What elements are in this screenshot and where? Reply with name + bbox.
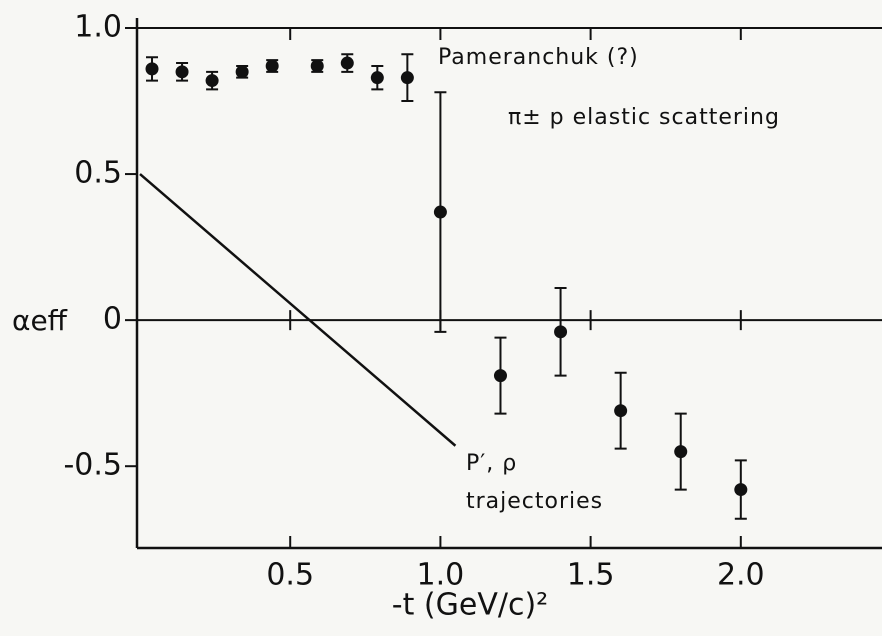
data-point — [310, 59, 324, 73]
x-tick-label: 1.5 — [567, 558, 615, 593]
y-axis-label: αeff — [12, 304, 68, 337]
data-point — [205, 74, 219, 88]
data-point — [433, 205, 447, 219]
annotation: π± p elastic scattering — [508, 105, 780, 130]
annotation: Pameranchuk (?) — [438, 45, 639, 70]
x-tick-label: 1.0 — [417, 558, 465, 593]
x-tick-label: 0.5 — [266, 558, 314, 593]
data-point — [554, 325, 568, 339]
data-point — [175, 65, 189, 79]
data-point — [340, 56, 354, 70]
data-point — [674, 445, 688, 459]
data-point — [370, 71, 384, 85]
data-point — [614, 404, 628, 418]
annotation: P′, ρ — [466, 451, 517, 476]
data-point — [145, 62, 159, 76]
y-tick-label: 0 — [103, 302, 122, 337]
annotation: trajectories — [466, 489, 603, 514]
data-point — [493, 369, 507, 383]
data-point — [734, 483, 748, 497]
y-tick-label: 0.5 — [74, 156, 122, 191]
data-point — [235, 65, 249, 79]
data-point — [400, 71, 414, 85]
trajectory-line — [139, 173, 457, 447]
x-axis-label: -t (GeV/c)² — [392, 588, 548, 623]
y-tick-label: 1.0 — [74, 10, 122, 45]
x-tick-label: 2.0 — [717, 558, 765, 593]
data-point — [265, 59, 279, 73]
y-tick-label: -0.5 — [63, 448, 122, 483]
